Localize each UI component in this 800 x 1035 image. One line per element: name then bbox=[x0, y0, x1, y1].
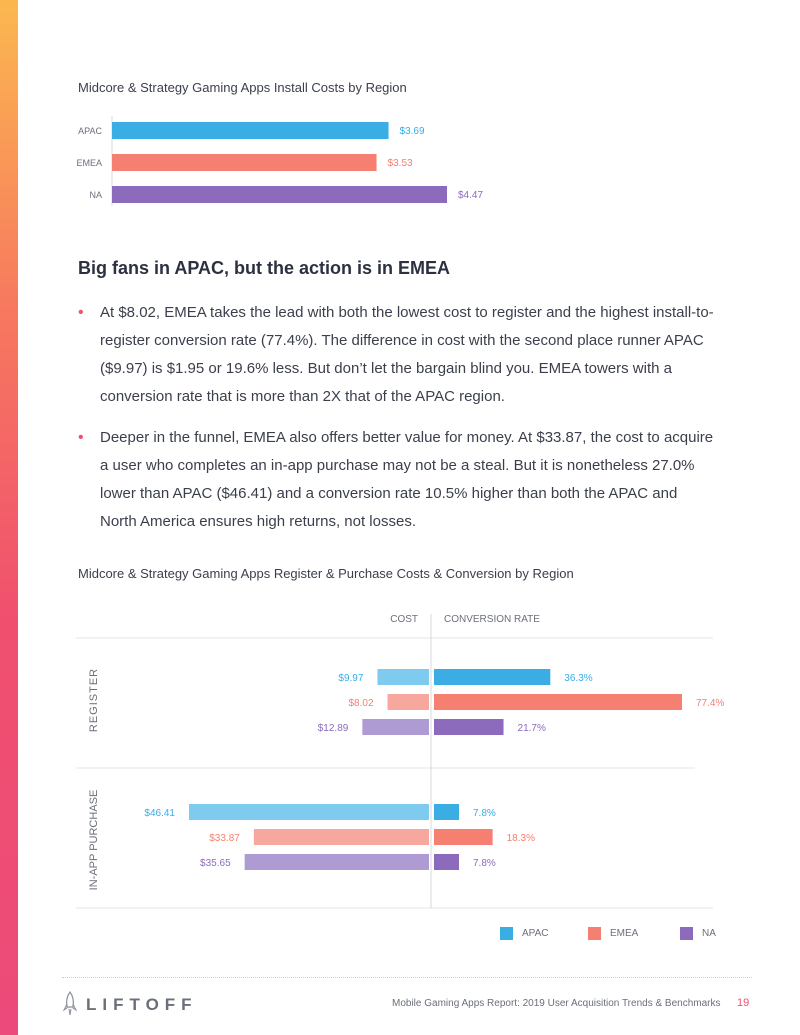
liftoff-logo-text: LIFTOFF bbox=[86, 995, 198, 1014]
purchase-conversion-bar-na bbox=[434, 854, 459, 870]
register-purchase-chart-title: Midcore & Strategy Gaming Apps Register … bbox=[78, 566, 574, 581]
register-conversion-bar-na bbox=[434, 719, 504, 735]
purchase-cost-bar-emea bbox=[253, 829, 429, 845]
install-bar-emea bbox=[112, 154, 377, 171]
install-value-label-apac: $3.69 bbox=[400, 126, 425, 137]
conversion-column-header: CONVERSION RATE bbox=[444, 614, 540, 625]
purchase-cost-label-emea: $33.87 bbox=[209, 833, 240, 844]
register-conversion-bar-apac bbox=[434, 669, 551, 685]
purchase-cost-bar-apac bbox=[189, 804, 429, 820]
install-costs-chart-title: Midcore & Strategy Gaming Apps Install C… bbox=[78, 80, 407, 95]
legend-label-emea: EMEA bbox=[610, 928, 639, 939]
bullet-text: Deeper in the funnel, EMEA also offers b… bbox=[100, 429, 714, 530]
register-cost-label-apac: $9.97 bbox=[338, 673, 363, 684]
register-cost-label-emea: $8.02 bbox=[348, 698, 373, 709]
register-cost-bar-emea bbox=[387, 694, 429, 710]
purchase-conversion-bar-apac bbox=[434, 804, 459, 820]
page-number: 19 bbox=[737, 997, 750, 1009]
purchase-cost-label-apac: $46.41 bbox=[144, 808, 175, 819]
install-bar-na bbox=[112, 186, 447, 203]
purchase-conversion-label-apac: 7.8% bbox=[473, 808, 496, 819]
register-purchase-chart: COST CONVERSION RATE REGISTER IN-APP PUR… bbox=[76, 614, 724, 909]
group-label-register: REGISTER bbox=[88, 668, 100, 732]
install-category-label-emea: EMEA bbox=[76, 158, 102, 168]
bullet-dot: • bbox=[78, 429, 84, 446]
purchase-cost-label-na: $35.65 bbox=[200, 858, 231, 869]
section-heading: Big fans in APAC, but the action is in E… bbox=[78, 258, 451, 278]
bullet-dot: • bbox=[78, 304, 84, 321]
install-value-label-emea: $3.53 bbox=[388, 158, 413, 169]
bullet-item-1: • At $8.02, EMEA takes the lead with bot… bbox=[78, 299, 718, 411]
register-cost-bar-apac bbox=[377, 669, 429, 685]
legend-swatch-emea bbox=[588, 927, 601, 940]
group-label-in-app-purchase: IN-APP PURCHASE bbox=[88, 790, 100, 891]
install-bar-apac bbox=[112, 122, 389, 139]
bullet-item-2: • Deeper in the funnel, EMEA also offers… bbox=[78, 424, 718, 536]
register-cost-label-na: $12.89 bbox=[318, 723, 349, 734]
install-category-label-na: NA bbox=[89, 190, 102, 200]
register-conversion-label-na: 21.7% bbox=[518, 723, 546, 734]
footer-report-title: Mobile Gaming Apps Report: 2019 User Acq… bbox=[392, 998, 721, 1009]
bullet-text: At $8.02, EMEA takes the lead with both … bbox=[100, 304, 714, 405]
register-conversion-label-emea: 77.4% bbox=[696, 698, 724, 709]
legend-label-apac: APAC bbox=[522, 928, 549, 939]
footer-divider bbox=[62, 977, 752, 978]
register-cost-bar-na bbox=[362, 719, 429, 735]
legend-label-na: NA bbox=[702, 928, 716, 939]
legend-swatch-na bbox=[680, 927, 693, 940]
register-conversion-label-apac: 36.3% bbox=[564, 673, 592, 684]
register-conversion-bar-emea bbox=[434, 694, 682, 710]
purchase-conversion-label-na: 7.8% bbox=[473, 858, 496, 869]
install-category-label-apac: APAC bbox=[78, 126, 102, 136]
purchase-conversion-label-emea: 18.3% bbox=[507, 833, 535, 844]
cost-column-header: COST bbox=[390, 614, 418, 625]
side-gradient-stripe bbox=[0, 0, 18, 1035]
rocket-logo-icon bbox=[62, 991, 78, 1016]
purchase-conversion-bar-emea bbox=[434, 829, 493, 845]
purchase-cost-bar-na bbox=[244, 854, 429, 870]
install-costs-chart: APAC $3.69 EMEA $3.53 NA $4.47 bbox=[76, 116, 483, 206]
install-value-label-na: $4.47 bbox=[458, 190, 483, 201]
legend-swatch-apac bbox=[500, 927, 513, 940]
